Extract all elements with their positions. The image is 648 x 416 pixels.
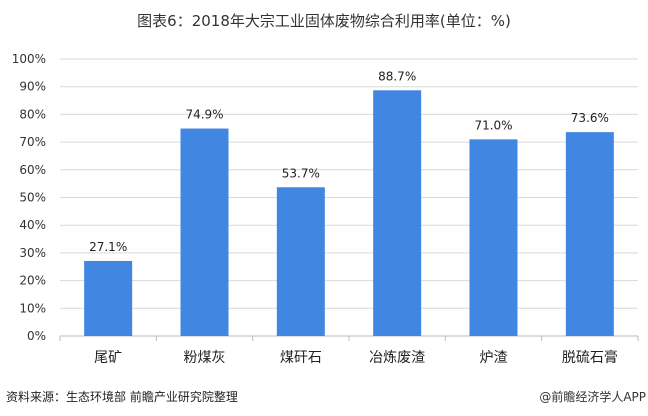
x-tick-label: 脱硫石膏 xyxy=(562,349,618,366)
y-tick-label: 90% xyxy=(19,80,46,94)
bar xyxy=(276,187,325,336)
y-tick-label: 70% xyxy=(19,135,46,149)
x-tick-label: 尾矿 xyxy=(94,350,122,366)
data-label: 74.9% xyxy=(185,108,223,122)
y-tick-label: 40% xyxy=(19,218,46,232)
data-label: 73.6% xyxy=(571,111,609,125)
y-tick-label: 100% xyxy=(12,52,46,66)
y-tick-label: 80% xyxy=(19,107,46,121)
x-tick-label: 煤矸石 xyxy=(280,350,322,366)
y-tick-label: 60% xyxy=(19,163,46,177)
x-tick-label: 冶炼废渣 xyxy=(369,350,425,366)
bar xyxy=(565,132,614,336)
bar xyxy=(180,128,229,336)
bar xyxy=(373,90,422,337)
brand-label: @前瞻经济学人APP xyxy=(539,390,646,404)
x-tick-label: 粉煤灰 xyxy=(184,350,226,366)
bar xyxy=(84,260,133,336)
data-label: 27.1% xyxy=(89,240,127,254)
y-tick-label: 10% xyxy=(19,301,46,315)
x-tick-label: 炉渣 xyxy=(480,350,508,366)
y-tick-label: 0% xyxy=(27,329,46,343)
data-label: 88.7% xyxy=(378,69,416,83)
y-tick-label: 30% xyxy=(19,246,46,260)
data-label: 71.0% xyxy=(474,118,512,132)
bar xyxy=(469,139,518,336)
chart-title: 图表6：2018年大宗工业固体废物综合利用率(单位：%) xyxy=(137,12,511,30)
source-note: 资料来源：生态环境部 前瞻产业研究院整理 xyxy=(6,390,238,404)
y-tick-label: 50% xyxy=(19,191,46,205)
y-tick-label: 20% xyxy=(19,274,46,288)
data-label: 53.7% xyxy=(282,166,320,180)
